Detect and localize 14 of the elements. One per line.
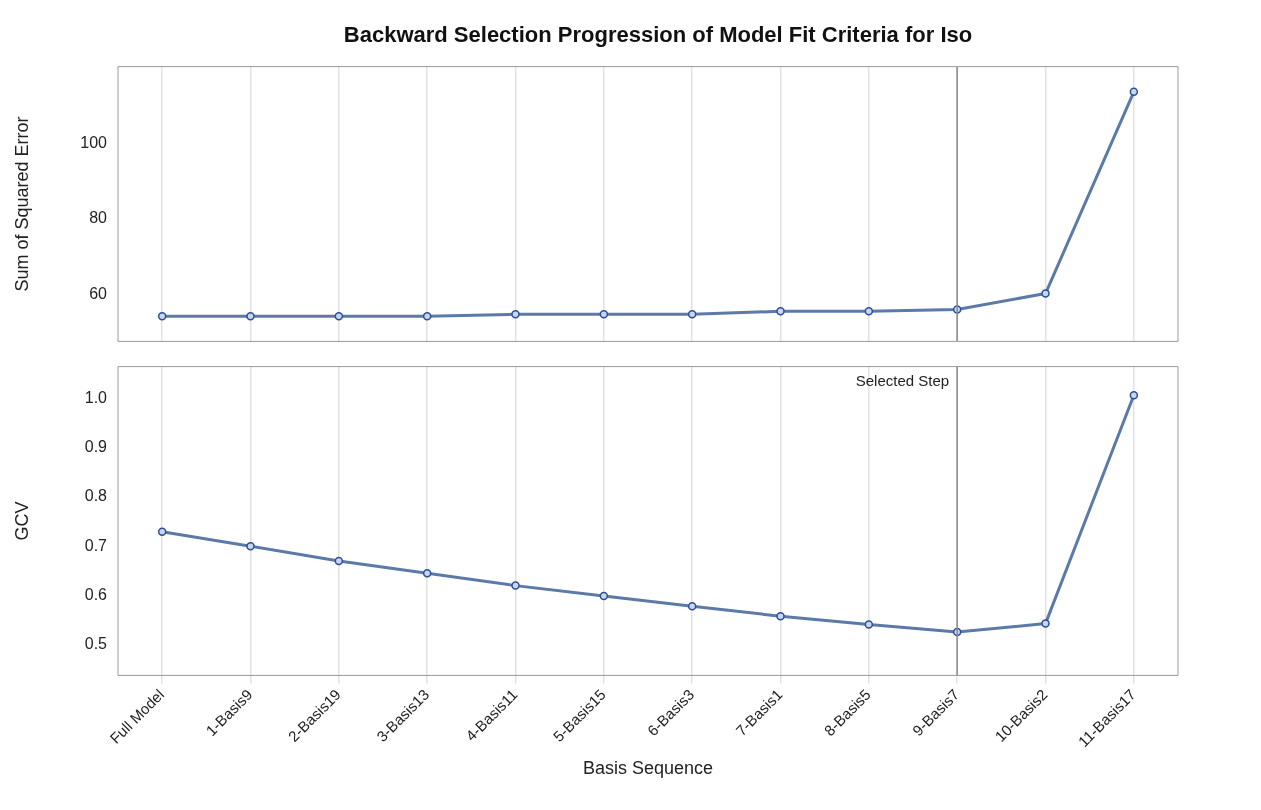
chart-title: Backward Selection Progression of Model Fit Criteria for Iso — [342, 21, 974, 49]
y-tick-label: 1.0 — [84, 388, 108, 406]
y-tick-label: 80 — [89, 209, 108, 227]
y-tick-label: 0.5 — [84, 635, 108, 653]
x-axis-title: Basis Sequence — [582, 758, 714, 779]
y-tick-label: 0.9 — [84, 437, 108, 455]
y-axis-title: GCV — [11, 501, 32, 541]
ref-line-label: Selected Step — [855, 372, 950, 390]
y-tick-label: 0.7 — [84, 536, 108, 554]
y-tick-label: 100 — [80, 134, 108, 152]
y-axis-title: Sum of Squared Error — [11, 116, 32, 292]
y-tick-label: 60 — [89, 284, 108, 302]
y-tick-label: 0.6 — [84, 585, 108, 603]
y-tick-label: 0.8 — [84, 487, 108, 505]
